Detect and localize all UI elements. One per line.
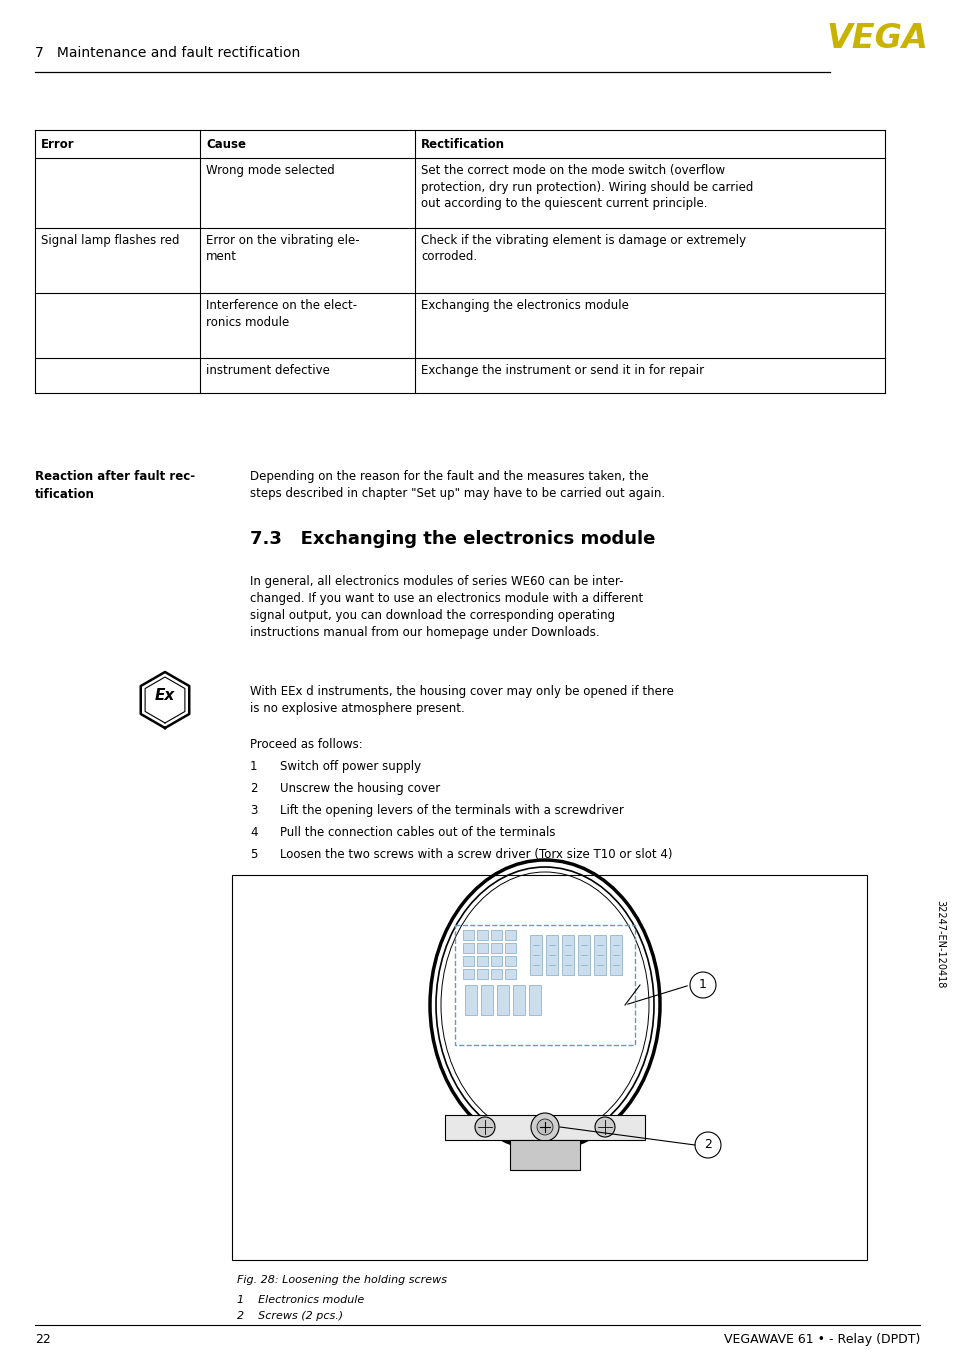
- Bar: [476, 956, 488, 965]
- Bar: [609, 936, 621, 975]
- Circle shape: [475, 1117, 495, 1137]
- Text: Interference on the elect-
ronics module: Interference on the elect- ronics module: [206, 299, 356, 329]
- Bar: [497, 984, 509, 1016]
- Text: Exchange the instrument or send it in for repair: Exchange the instrument or send it in fo…: [420, 364, 703, 376]
- Text: Exchanging the electronics module: Exchanging the electronics module: [420, 299, 628, 311]
- Bar: [491, 942, 501, 953]
- Text: Set the correct mode on the mode switch (overflow
protection, dry run protection: Set the correct mode on the mode switch …: [420, 164, 753, 210]
- Bar: [491, 930, 501, 940]
- Text: 2: 2: [250, 783, 257, 795]
- Bar: [530, 936, 541, 975]
- Bar: [513, 984, 524, 1016]
- Bar: [504, 930, 516, 940]
- Bar: [578, 936, 589, 975]
- Text: 1: 1: [250, 760, 257, 773]
- Bar: [462, 969, 474, 979]
- Text: 3: 3: [250, 804, 257, 816]
- Text: Reaction after fault rec-
tification: Reaction after fault rec- tification: [35, 470, 195, 501]
- Text: Rectification: Rectification: [420, 138, 504, 150]
- Text: Switch off power supply: Switch off power supply: [280, 760, 420, 773]
- Bar: [529, 984, 540, 1016]
- Bar: [561, 936, 574, 975]
- Circle shape: [595, 1117, 615, 1137]
- Bar: [491, 969, 501, 979]
- Bar: [476, 930, 488, 940]
- Bar: [462, 942, 474, 953]
- Bar: [444, 1114, 644, 1140]
- Bar: [232, 875, 866, 1261]
- Text: Loosen the two screws with a screw driver (Torx size T10 or slot 4): Loosen the two screws with a screw drive…: [280, 848, 672, 861]
- Text: Depending on the reason for the fault and the measures taken, the
steps describe: Depending on the reason for the fault an…: [250, 470, 664, 500]
- Text: 2: 2: [703, 1139, 711, 1151]
- Text: 7   Maintenance and fault rectification: 7 Maintenance and fault rectification: [35, 46, 300, 60]
- Text: Pull the connection cables out of the terminals: Pull the connection cables out of the te…: [280, 826, 555, 839]
- Circle shape: [531, 1113, 558, 1141]
- Text: Ex: Ex: [154, 688, 175, 704]
- Bar: [504, 942, 516, 953]
- Text: Unscrew the housing cover: Unscrew the housing cover: [280, 783, 439, 795]
- Text: Proceed as follows:: Proceed as follows:: [250, 738, 362, 751]
- Bar: [455, 925, 635, 1045]
- Text: Error: Error: [41, 138, 74, 150]
- Bar: [464, 984, 476, 1016]
- Bar: [504, 956, 516, 965]
- Text: 22: 22: [35, 1332, 51, 1346]
- Text: 2    Screws (2 pcs.): 2 Screws (2 pcs.): [236, 1311, 343, 1322]
- Text: 5: 5: [250, 848, 257, 861]
- Text: Cause: Cause: [206, 138, 246, 150]
- Bar: [510, 1140, 579, 1170]
- Text: 4: 4: [250, 826, 257, 839]
- Text: 1: 1: [699, 979, 706, 991]
- Bar: [476, 942, 488, 953]
- Text: VEGAWAVE 61 • - Relay (DPDT): VEGAWAVE 61 • - Relay (DPDT): [723, 1332, 919, 1346]
- Bar: [462, 930, 474, 940]
- Bar: [462, 956, 474, 965]
- Text: Check if the vibrating element is damage or extremely
corroded.: Check if the vibrating element is damage…: [420, 234, 745, 264]
- Text: 7.3   Exchanging the electronics module: 7.3 Exchanging the electronics module: [250, 529, 655, 548]
- Circle shape: [695, 1132, 720, 1158]
- Bar: [476, 969, 488, 979]
- Text: Signal lamp flashes red: Signal lamp flashes red: [41, 234, 179, 246]
- Bar: [504, 969, 516, 979]
- Text: Wrong mode selected: Wrong mode selected: [206, 164, 335, 177]
- Text: 1    Electronics module: 1 Electronics module: [236, 1294, 364, 1305]
- Circle shape: [537, 1118, 553, 1135]
- Bar: [480, 984, 493, 1016]
- Text: VEGA: VEGA: [825, 22, 927, 56]
- Text: With EEx d instruments, the housing cover may only be opened if there
is no expl: With EEx d instruments, the housing cove…: [250, 685, 673, 715]
- Text: 32247-EN-120418: 32247-EN-120418: [934, 900, 944, 988]
- Text: Error on the vibrating ele-
ment: Error on the vibrating ele- ment: [206, 234, 359, 264]
- Bar: [545, 936, 558, 975]
- Text: Fig. 28: Loosening the holding screws: Fig. 28: Loosening the holding screws: [236, 1275, 447, 1285]
- Bar: [594, 936, 605, 975]
- Text: In general, all electronics modules of series WE60 can be inter-
changed. If you: In general, all electronics modules of s…: [250, 575, 642, 639]
- Bar: [491, 956, 501, 965]
- Text: instrument defective: instrument defective: [206, 364, 330, 376]
- Text: Lift the opening levers of the terminals with a screwdriver: Lift the opening levers of the terminals…: [280, 804, 623, 816]
- Circle shape: [689, 972, 716, 998]
